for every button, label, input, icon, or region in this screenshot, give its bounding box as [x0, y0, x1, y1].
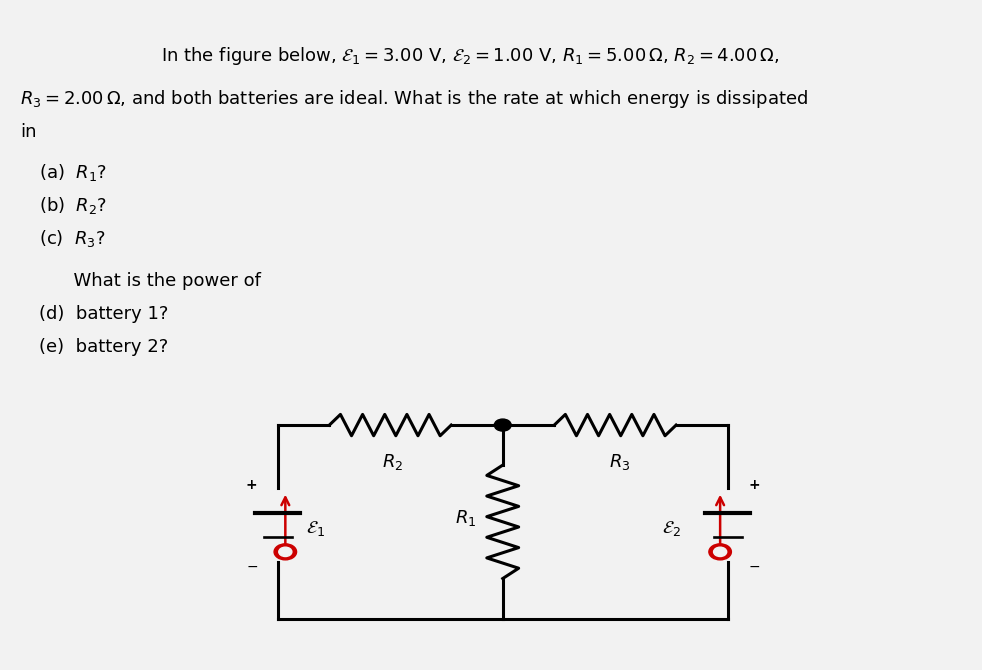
Text: $-$: $-$ [246, 559, 257, 573]
Text: $\mathcal{E}_2$: $\mathcal{E}_2$ [662, 519, 681, 538]
Text: (e)  battery 2?: (e) battery 2? [39, 338, 168, 356]
Text: $R_3 = 2.00\,\Omega$, and both batteries are ideal. What is the rate at which en: $R_3 = 2.00\,\Omega$, and both batteries… [20, 88, 808, 110]
Circle shape [714, 547, 727, 557]
Text: (c)  $R_3$?: (c) $R_3$? [39, 228, 105, 249]
Text: $R_1$: $R_1$ [455, 509, 476, 529]
Text: $R_3$: $R_3$ [609, 452, 630, 472]
Circle shape [274, 544, 297, 560]
Text: What is the power of: What is the power of [39, 271, 261, 289]
Text: In the figure below, $\mathcal{E}_1 = 3.00$ V, $\mathcal{E}_2 = 1.00$ V, $R_1 = : In the figure below, $\mathcal{E}_1 = 3.… [161, 45, 779, 67]
Text: $\mathcal{E}_1$: $\mathcal{E}_1$ [306, 519, 325, 538]
Text: (b)  $R_2$?: (b) $R_2$? [39, 195, 107, 216]
Text: (d)  battery 1?: (d) battery 1? [39, 305, 168, 323]
Text: $R_2$: $R_2$ [382, 452, 403, 472]
Text: in: in [20, 123, 36, 141]
Circle shape [279, 547, 292, 557]
Circle shape [494, 419, 512, 431]
Text: +: + [748, 478, 760, 492]
Text: +: + [246, 478, 257, 492]
Circle shape [709, 544, 732, 560]
Text: (a)  $R_1$?: (a) $R_1$? [39, 161, 107, 182]
Text: $-$: $-$ [748, 559, 760, 573]
